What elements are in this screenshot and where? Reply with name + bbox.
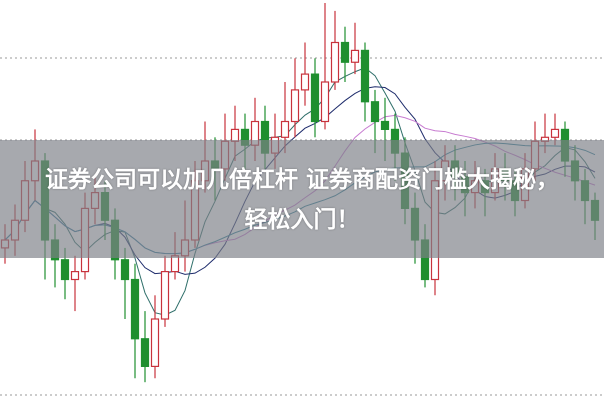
candle-body	[60, 259, 70, 281]
candle-body	[340, 41, 350, 63]
candle-body	[140, 338, 150, 367]
candle-body	[170, 255, 180, 273]
candle-body	[280, 120, 290, 138]
candle-body	[300, 73, 310, 91]
candle-body	[160, 271, 170, 320]
candle-body	[70, 271, 80, 281]
headline-line-2: 轻松入门！	[244, 207, 360, 233]
candle-body	[130, 278, 140, 340]
candle-body	[380, 120, 390, 131]
candle-body	[550, 128, 560, 138]
headline-line-1: 证券公司可以加几倍杠杆 证券商配资门槛大揭秘，	[44, 167, 559, 193]
candle-body	[360, 49, 370, 103]
candle-body	[350, 49, 360, 63]
candle-body	[320, 81, 330, 123]
candle-body	[330, 41, 340, 83]
headline-banner	[0, 140, 604, 258]
headline: 证券公司可以加几倍杠杆 证券商配资门槛大揭秘， 轻松入门！	[0, 160, 604, 240]
candle-body	[150, 318, 160, 368]
candle-body	[290, 89, 300, 123]
candle-body	[120, 259, 130, 281]
candle-body	[310, 73, 320, 123]
candle-body	[370, 101, 380, 123]
